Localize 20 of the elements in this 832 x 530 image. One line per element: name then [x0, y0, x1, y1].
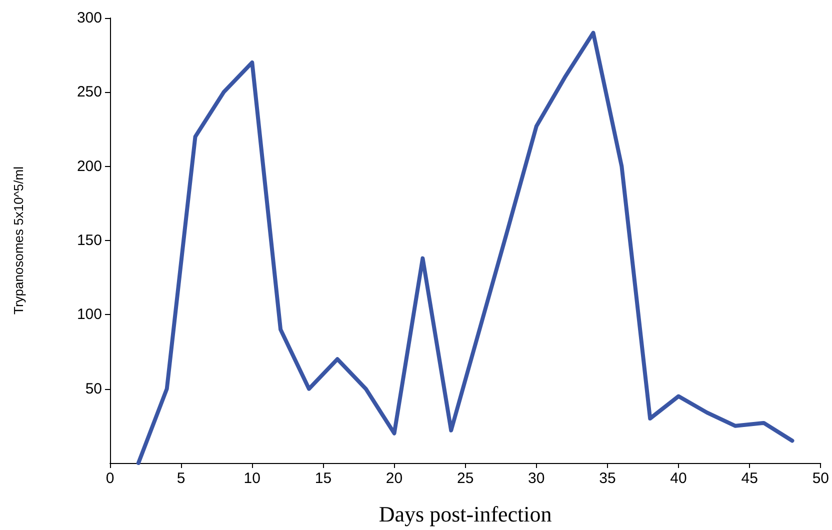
x-tick-label: 40 [670, 470, 687, 487]
x-tick-label: 5 [176, 470, 186, 487]
x-tick-label: 30 [528, 470, 545, 487]
x-tick-label: 15 [314, 470, 332, 487]
x-tick-label: 20 [386, 470, 403, 487]
y-tick-label: 50 [85, 380, 102, 398]
y-tick-label: 100 [76, 306, 102, 324]
x-tick-label: 25 [456, 470, 474, 487]
x-tick-label: 0 [106, 470, 114, 487]
x-axis-title: Days post-infection [378, 502, 552, 526]
y-axis-title: Trypanosomes 5x10^5/ml [11, 166, 26, 314]
y-tick-label: 200 [76, 158, 102, 175]
x-tick-label: 10 [244, 470, 260, 487]
y-tick-label: 150 [76, 232, 102, 249]
y-tick-label: 300 [76, 10, 102, 26]
line-series [136, 30, 794, 465]
x-tick-label: 35 [599, 470, 616, 487]
x-tick-label: 45 [741, 470, 758, 487]
y-tick-label: 250 [76, 84, 102, 101]
x-tick-label: 50 [812, 470, 829, 487]
